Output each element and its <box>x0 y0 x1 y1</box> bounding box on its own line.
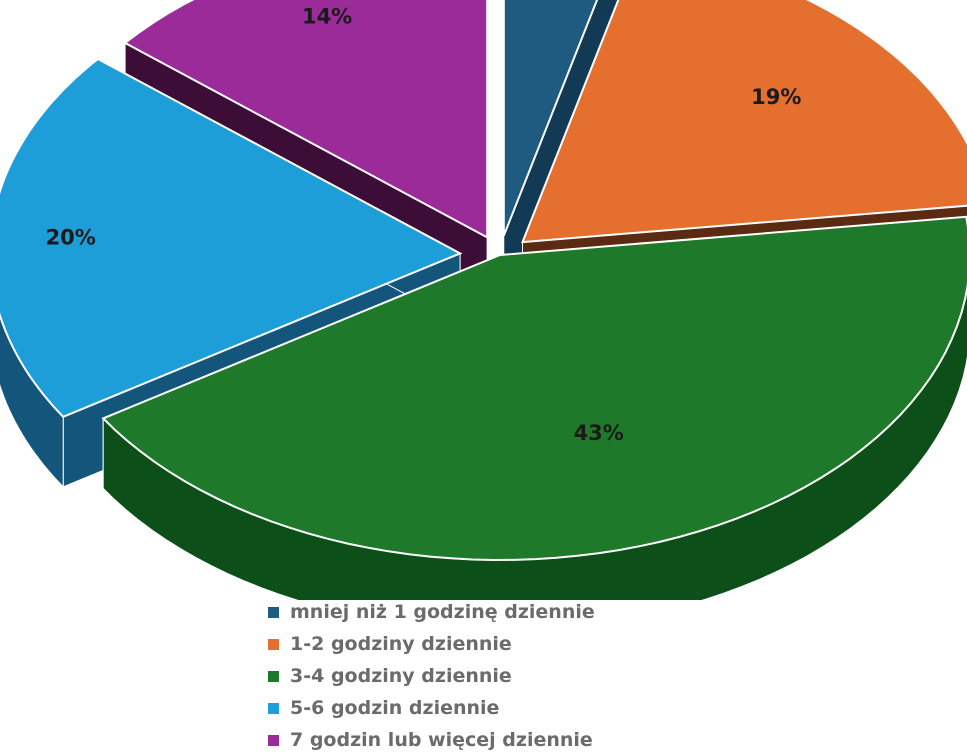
legend-swatch <box>268 703 279 714</box>
legend-swatch <box>268 735 279 746</box>
legend-swatch <box>268 639 279 650</box>
legend-swatch <box>268 607 279 618</box>
legend-label: 5-6 godzin dziennie <box>290 697 499 719</box>
legend-item: 5-6 godzin dziennie <box>268 692 788 724</box>
data-label-2: 43% <box>574 421 624 445</box>
legend-label: 3-4 godziny dziennie <box>290 665 512 687</box>
legend-label: mniej niż 1 godzinę dziennie <box>290 601 595 623</box>
legend-item: 7 godzin lub więcej dziennie <box>268 724 788 756</box>
legend-item: 1-2 godziny dziennie <box>268 628 788 660</box>
data-label-4: 14% <box>302 5 352 29</box>
legend-label: 1-2 godziny dziennie <box>290 633 512 655</box>
data-label-3: 20% <box>46 226 96 250</box>
legend-item: mniej niż 1 godzinę dziennie <box>268 596 788 628</box>
legend-swatch <box>268 671 279 682</box>
pie-chart: 4%19%43%20%14% <box>0 0 967 600</box>
data-label-1: 19% <box>751 85 801 109</box>
legend: mniej niż 1 godzinę dziennie 1-2 godziny … <box>268 596 788 756</box>
legend-item: 3-4 godziny dziennie <box>268 660 788 692</box>
legend-label: 7 godzin lub więcej dziennie <box>290 729 593 751</box>
